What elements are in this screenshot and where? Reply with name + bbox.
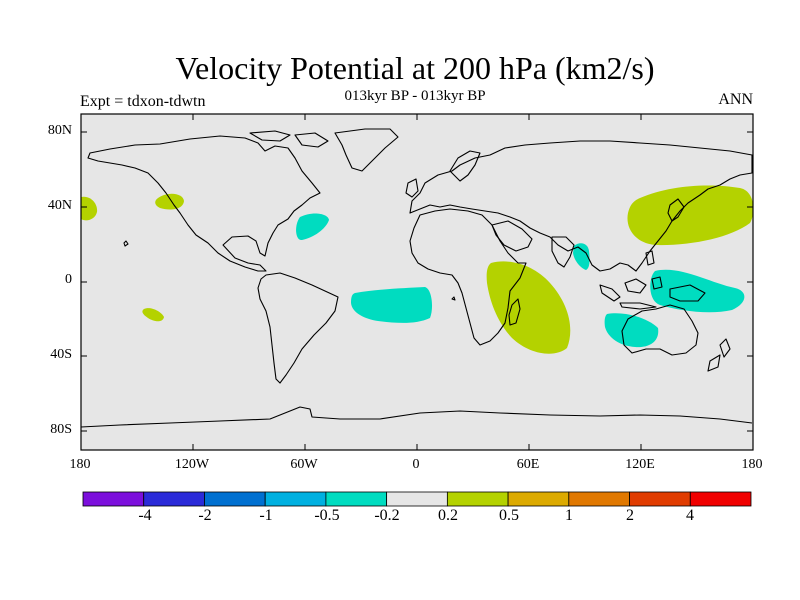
coast-new-zealand-south	[707, 354, 721, 372]
coastlines	[80, 128, 753, 428]
negative-anomaly-maritime-continent	[650, 269, 745, 313]
negative-anomaly-north-atlantic	[296, 213, 329, 241]
lat-label-80s: 80S	[50, 422, 72, 437]
colorbar-swatch	[446, 491, 509, 507]
lat-label-0: 0	[65, 272, 72, 287]
colorbar-label: 2	[626, 507, 634, 524]
lat-label-40n: 40N	[47, 198, 72, 213]
colorbar-label: -2	[198, 507, 212, 524]
tick-marks	[81, 114, 753, 450]
coast-antarctica	[80, 406, 753, 428]
colorbar-label: -4	[138, 507, 152, 524]
plot-subtitle: 013kyr BP - 013kyr BP	[344, 88, 486, 104]
coast-madagascar	[508, 298, 521, 326]
coast-africa	[409, 208, 527, 346]
coast-sulawesi	[651, 276, 663, 290]
positive-anomaly-pacific-east	[81, 196, 98, 221]
colorbar-swatch	[325, 491, 388, 507]
colorbar-swatch	[689, 491, 752, 507]
coast-arabia	[491, 220, 533, 252]
positive-anomaly-north-pacific	[155, 193, 184, 210]
coast-japan	[667, 198, 685, 222]
world-map	[80, 113, 754, 451]
coast-eurasia	[409, 140, 753, 272]
plot-title: Velocity Potential at 200 hPa (km2/s)	[175, 50, 655, 86]
colorbar-label: -1	[259, 507, 273, 524]
lon-label-0: 0	[412, 457, 420, 472]
positive-anomaly-south-pacific	[142, 308, 164, 322]
colorbar-swatch	[629, 491, 691, 507]
colorbar-label: -0.5	[314, 507, 340, 524]
lon-label-120e: 120E	[625, 457, 655, 472]
lat-label-40s: 40S	[50, 347, 72, 362]
coast-borneo	[624, 278, 647, 294]
colorbar-label: 4	[686, 507, 694, 524]
negative-anomaly-south-atlantic	[351, 287, 433, 323]
colorbar-label: -0.2	[374, 507, 400, 524]
coast-philippines	[645, 250, 655, 266]
colorbar	[82, 491, 752, 507]
coast-new-guinea	[669, 284, 706, 302]
colorbar-swatch	[264, 491, 327, 507]
colorbar-swatch	[386, 491, 448, 507]
colorbar-swatch	[143, 491, 205, 507]
colorbar-swatch	[507, 491, 570, 507]
lon-label-60w: 60W	[290, 457, 318, 472]
lon-label-120w: 120W	[174, 457, 210, 472]
coast-atlantic-island	[451, 296, 456, 301]
coast-india	[551, 236, 575, 268]
colorbar-swatch	[204, 491, 266, 507]
lon-label-60e: 60E	[516, 457, 540, 472]
coast-sumatra	[599, 284, 621, 302]
coast-south-america	[257, 272, 339, 384]
positive-anomaly-west-pacific	[627, 185, 754, 246]
experiment-label: Expt = tdxon-tdwtn	[80, 93, 206, 110]
coast-north-america	[87, 135, 321, 272]
colorbar-label: 1	[565, 507, 573, 524]
coast-baffin-island	[294, 132, 329, 148]
coast-greenland	[334, 128, 399, 172]
colorbar-swatch	[568, 491, 630, 507]
positive-anomaly-indian-ocean	[486, 261, 571, 354]
coast-australia	[621, 304, 699, 356]
negative-anomaly-bay-of-bengal	[573, 243, 590, 270]
lon-label-180e: 180	[741, 457, 763, 472]
coast-arctic-islands	[249, 130, 291, 142]
coast-britain	[405, 178, 419, 198]
lon-label-180w: 180	[69, 457, 91, 472]
lat-label-80n: 80N	[47, 123, 72, 138]
coast-scandinavia	[449, 150, 481, 182]
coast-java	[619, 302, 657, 310]
colorbar-label: 0.5	[499, 507, 519, 524]
anomaly-shading	[81, 185, 754, 354]
colorbar-swatch	[82, 491, 145, 507]
colorbar-label: 0.2	[438, 507, 458, 524]
negative-anomaly-australia	[604, 313, 659, 348]
coast-new-zealand-north	[719, 338, 731, 358]
coast-hawaii	[123, 240, 129, 247]
season-label: ANN	[718, 91, 753, 108]
